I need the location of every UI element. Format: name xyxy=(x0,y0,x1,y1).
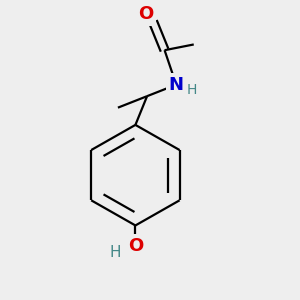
Text: H: H xyxy=(109,245,121,260)
Text: O: O xyxy=(128,237,143,255)
Text: H: H xyxy=(187,83,197,97)
Text: N: N xyxy=(169,76,184,94)
Text: O: O xyxy=(138,5,153,23)
